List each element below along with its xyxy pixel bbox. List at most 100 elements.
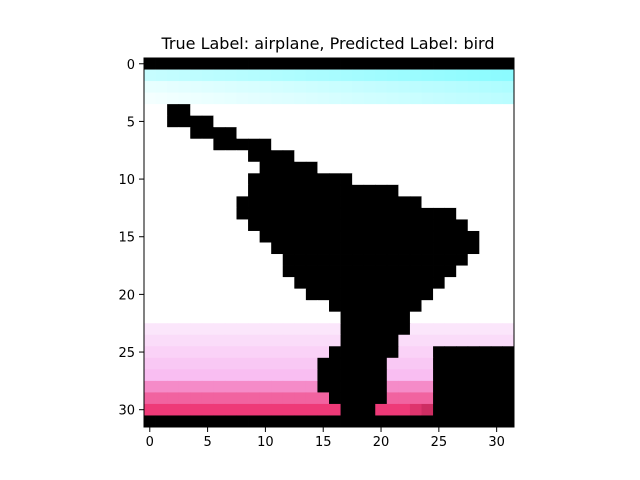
pixel-cell: [317, 254, 330, 266]
pixel-cell: [224, 219, 237, 232]
pixel-cell: [456, 311, 469, 324]
pixel-cell: [155, 150, 168, 163]
pixel-cell: [155, 277, 168, 290]
pixel-cell: [178, 392, 191, 405]
pixel-cell: [201, 369, 214, 382]
pixel-cell: [259, 242, 272, 255]
pixel-cell: [363, 403, 376, 416]
pixel-cell: [386, 150, 399, 163]
pixel-cell: [490, 346, 503, 359]
pixel-cell: [433, 150, 446, 163]
pixel-cell: [479, 115, 492, 128]
pixel-cell: [363, 300, 376, 313]
pixel-cell: [433, 415, 446, 428]
pixel-cell: [236, 323, 249, 336]
pixel-cell: [398, 265, 411, 278]
pixel-cell: [201, 346, 214, 359]
pixel-cell: [398, 184, 411, 197]
pixel-cell: [467, 161, 480, 174]
pixel-cell: [375, 138, 388, 151]
pixel-cell: [502, 69, 515, 82]
pixel-cell: [213, 277, 226, 290]
pixel-cell: [271, 104, 284, 117]
pixel-cell: [201, 161, 214, 174]
pixel-cell: [305, 380, 318, 393]
pixel-cell: [167, 323, 180, 336]
pixel-cell: [236, 161, 249, 174]
pixel-cell: [444, 300, 457, 313]
pixel-cell: [201, 173, 214, 186]
pixel-cell: [178, 403, 191, 416]
pixel-cell: [178, 380, 191, 393]
pixel-cell: [329, 219, 341, 232]
pixel-cell: [236, 369, 249, 382]
pixel-cell: [294, 415, 307, 428]
pixel-cell: [490, 334, 503, 347]
pixel-cell: [155, 138, 168, 151]
pixel-cell: [467, 392, 480, 405]
pixel-cell: [236, 415, 249, 428]
pixel-cell: [340, 369, 353, 382]
pixel-cell: [375, 207, 388, 220]
pixel-cell: [271, 58, 284, 70]
pixel-cell: [363, 184, 376, 197]
pixel-cell: [433, 323, 446, 336]
pixel-cell: [317, 242, 330, 255]
pixel-cell: [502, 150, 515, 163]
pixel-cell: [201, 207, 214, 220]
pixel-cell: [294, 357, 307, 370]
pixel-cell: [352, 323, 365, 336]
pixel-cell: [317, 311, 330, 324]
pixel-cell: [340, 288, 353, 301]
pixel-cell: [178, 357, 191, 370]
pixel-cell: [178, 346, 191, 359]
pixel-cell: [398, 219, 411, 232]
pixel-cell: [444, 81, 457, 93]
pixel-cell: [479, 403, 492, 416]
pixel-cell: [224, 115, 237, 128]
pixel-cell: [444, 150, 457, 163]
pixel-cell: [352, 173, 365, 186]
pixel-cell: [375, 254, 388, 266]
pixel-cell: [224, 161, 237, 174]
pixel-cell: [375, 415, 388, 428]
pixel-cell: [144, 346, 156, 359]
pixel-cell: [155, 81, 168, 93]
pixel-cell: [236, 69, 249, 82]
pixel-cell: [248, 173, 261, 186]
pixel-cell: [363, 104, 376, 117]
pixel-cell: [224, 81, 237, 93]
pixel-cell: [421, 242, 434, 255]
pixel-cell: [467, 369, 480, 382]
pixel-cell: [444, 415, 457, 428]
pixel-cell: [201, 104, 214, 117]
pixel-cell: [144, 150, 156, 163]
pixel-cell: [271, 323, 284, 336]
pixel-cell: [340, 173, 353, 186]
pixel-cell: [167, 334, 180, 347]
pixel-cell: [409, 104, 422, 117]
pixel-cell: [224, 369, 237, 382]
pixel-cell: [248, 69, 261, 82]
pixel-cell: [282, 288, 295, 301]
pixel-cell: [167, 346, 180, 359]
pixel-cell: [282, 254, 295, 266]
pixel-cell: [433, 115, 446, 128]
pixel-cell: [294, 369, 307, 382]
pixel-cell: [201, 323, 214, 336]
pixel-cell: [248, 196, 261, 209]
pixel-cell: [490, 81, 503, 93]
pixel-cell: [456, 92, 469, 105]
pixel-cell: [248, 230, 261, 243]
pixel-cell: [271, 115, 284, 128]
pixel-cell: [282, 219, 295, 232]
pixel-cell: [433, 207, 446, 220]
pixel-cell: [329, 196, 341, 209]
pixel-cell: [213, 138, 226, 151]
pixel-cell: [421, 254, 434, 266]
pixel-cell: [155, 254, 168, 266]
pixel-cell: [201, 380, 214, 393]
pixel-cell: [433, 265, 446, 278]
pixel-cell: [386, 334, 399, 347]
pixel-cell: [444, 288, 457, 301]
